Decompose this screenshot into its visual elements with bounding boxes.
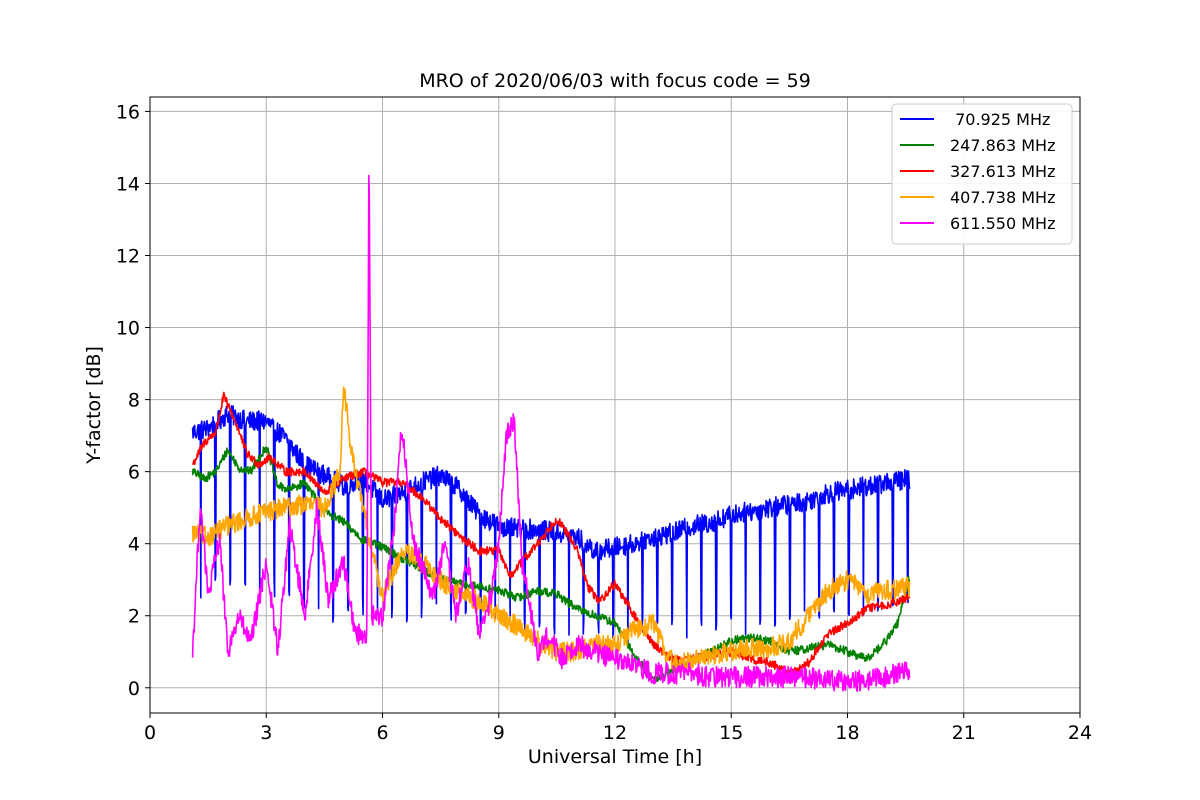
x-tick-label: 3 [260,722,272,744]
legend-label-4: 611.550 MHz [950,214,1055,233]
x-tick-label: 9 [493,722,505,744]
x-tick-label: 0 [144,722,156,744]
x-tick-label: 6 [376,722,388,744]
series-line-2 [191,391,911,677]
legend-label-0: 70.925 MHz [950,110,1050,129]
y-tick-label: 10 [116,318,140,340]
series-line-4 [191,174,911,692]
x-axis-ticks: 0 3 6 9 12 15 18 21 24 [144,713,1092,744]
x-tick-label: 12 [603,722,627,744]
series-layer [191,174,911,692]
y-tick-label: 12 [116,246,140,268]
legend-label-1: 247.863 MHz [950,136,1055,155]
y-tick-label: 14 [116,173,140,195]
y-tick-label: 16 [116,101,140,123]
x-axis-label: Universal Time [h] [528,746,702,768]
x-tick-label: 21 [952,722,976,744]
x-tick-label: 18 [835,722,859,744]
chart-title: MRO of 2020/06/03 with focus code = 59 [419,70,811,92]
legend-label-3: 407.738 MHz [950,188,1055,207]
y-tick-label: 2 [128,606,140,628]
legend-box [891,103,1073,245]
x-tick-label: 15 [719,722,743,744]
y-tick-label: 6 [128,462,140,484]
y-axis-ticks: 0 2 4 6 8 10 12 14 16 [116,101,150,700]
legend: 70.925 MHz 247.863 MHz 327.613 MHz 407.738 … [891,103,1073,245]
y-tick-label: 8 [128,390,140,412]
series-line-3 [191,386,911,676]
y-axis-label: Y-factor [dB] [83,346,105,465]
x-tick-label: 24 [1068,722,1092,744]
series-line-0 [191,405,911,645]
y-tick-label: 4 [128,534,140,556]
legend-label-2: 327.613 MHz [950,162,1055,181]
y-tick-label: 0 [128,678,140,700]
